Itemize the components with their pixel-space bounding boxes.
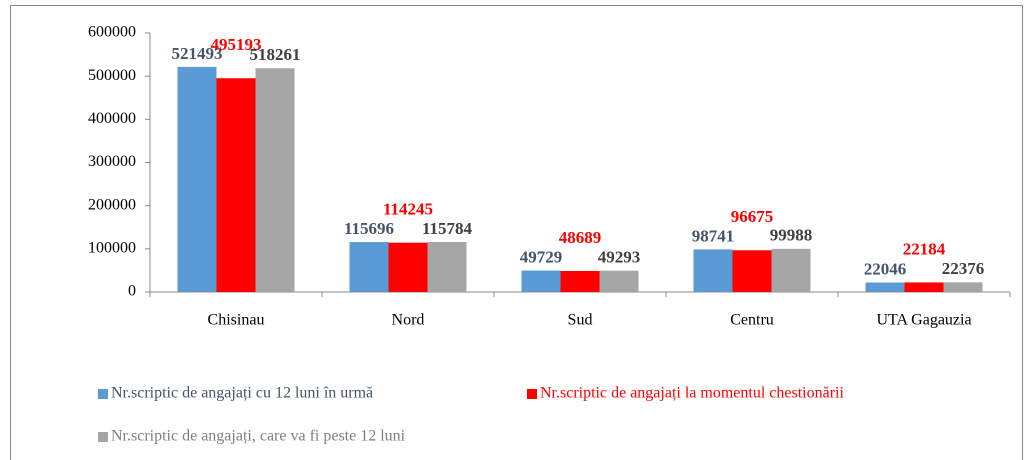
bar xyxy=(216,78,256,292)
bar xyxy=(865,282,905,292)
y-tick-label: 300000 xyxy=(88,153,136,170)
data-label: 114245 xyxy=(383,200,433,219)
y-tick-label: 400000 xyxy=(88,110,136,127)
bar xyxy=(388,242,428,292)
x-tick-label: Centru xyxy=(730,312,774,329)
bar xyxy=(521,270,561,292)
data-label: 49729 xyxy=(520,247,563,266)
data-label: 115784 xyxy=(422,219,473,238)
data-label: 48689 xyxy=(559,228,602,247)
data-label: 115696 xyxy=(344,219,394,238)
bar xyxy=(904,282,944,292)
legend-label: Nr.scriptic de angajați cu 12 luni în ur… xyxy=(111,385,373,402)
x-tick-label: Nord xyxy=(392,312,425,329)
legend-label: Nr.scriptic de angajați la momentul ches… xyxy=(540,385,844,402)
bar xyxy=(732,250,772,292)
legend-swatch xyxy=(98,432,108,442)
x-tick-label: Sud xyxy=(568,312,593,329)
x-tick-label: Chisinau xyxy=(208,312,265,329)
data-label: 495193 xyxy=(211,35,262,54)
data-label: 99988 xyxy=(770,226,813,245)
y-tick-label: 100000 xyxy=(88,240,136,257)
bar xyxy=(427,242,467,292)
data-label: 22184 xyxy=(903,239,946,258)
legend-swatch xyxy=(527,389,537,399)
legend-label: Nr.scriptic de angajați, care va fi pest… xyxy=(111,428,406,445)
bar xyxy=(599,270,639,292)
data-label: 518261 xyxy=(250,45,301,64)
x-tick-label: UTA Gagauzia xyxy=(876,312,971,329)
y-tick-label: 0 xyxy=(128,283,136,300)
y-tick-label: 500000 xyxy=(88,67,136,84)
data-label: 22376 xyxy=(942,259,985,278)
y-tick-label: 200000 xyxy=(88,196,136,213)
bar xyxy=(255,68,295,293)
data-label: 49293 xyxy=(598,248,641,267)
bar xyxy=(560,270,600,292)
bar xyxy=(771,248,811,292)
y-tick-label: 600000 xyxy=(88,24,136,41)
bar xyxy=(349,242,389,292)
legend-swatch xyxy=(98,389,108,399)
data-label: 96675 xyxy=(731,207,774,226)
bar xyxy=(177,66,217,292)
bar xyxy=(943,282,983,292)
data-label: 22046 xyxy=(864,259,907,278)
data-label: 98741 xyxy=(692,226,735,245)
data-label: 521493 xyxy=(172,44,223,63)
bar xyxy=(693,249,733,292)
